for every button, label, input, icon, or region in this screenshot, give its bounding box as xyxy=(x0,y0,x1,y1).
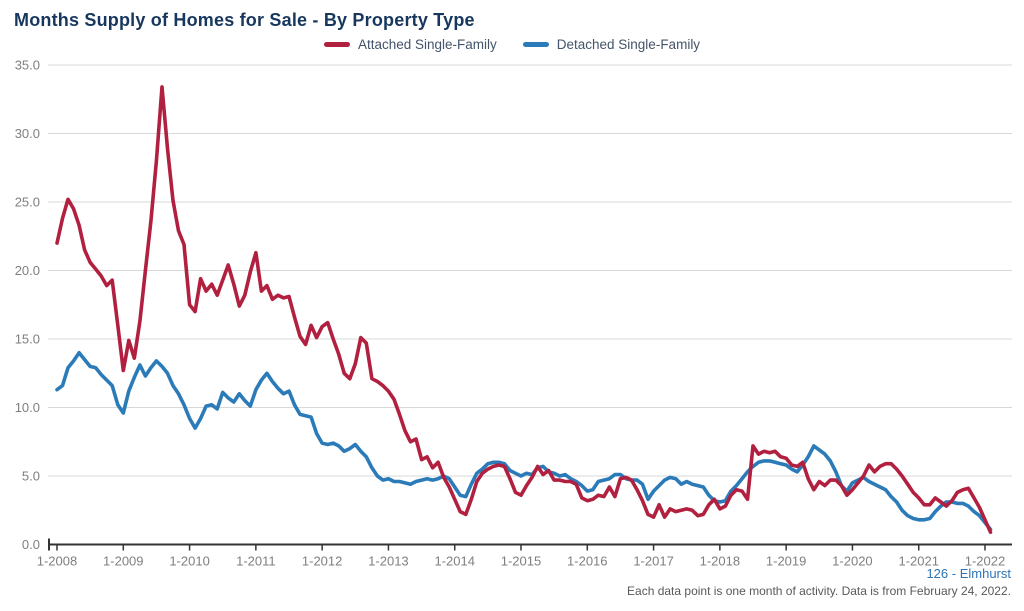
legend-swatch-icon xyxy=(522,42,549,47)
x-axis-label: 1-2008 xyxy=(37,554,77,569)
x-axis-label: 1-2015 xyxy=(501,554,541,569)
x-axis-label: 1-2010 xyxy=(169,554,209,569)
data-note: Each data point is one month of activity… xyxy=(627,584,1011,598)
legend-item-attached-single-family[interactable]: Attached Single-Family xyxy=(323,37,497,52)
legend-label: Attached Single-Family xyxy=(357,37,497,52)
legend-label: Detached Single-Family xyxy=(556,37,701,52)
x-axis-label: 1-2019 xyxy=(766,554,806,569)
x-axis-label: 1-2014 xyxy=(434,554,474,569)
y-axis-label: 0.0 xyxy=(22,537,40,552)
y-axis-label: 20.0 xyxy=(15,263,40,278)
x-axis-label: 1-2016 xyxy=(567,554,607,569)
y-axis-label: 5.0 xyxy=(22,469,40,484)
x-axis-label: 1-2013 xyxy=(368,554,408,569)
x-axis-label: 1-2018 xyxy=(700,554,740,569)
series-line-attached-single-family xyxy=(55,85,993,535)
x-axis-label: 1-2021 xyxy=(898,554,938,569)
y-axis-label: 10.0 xyxy=(15,400,40,415)
x-axis-label: 1-2022 xyxy=(965,554,1005,569)
x-axis-label: 1-2012 xyxy=(302,554,342,569)
x-axis-label: 1-2017 xyxy=(633,554,673,569)
legend-item-detached-single-family[interactable]: Detached Single-Family xyxy=(522,37,701,52)
page-title: Months Supply of Homes for Sale - By Pro… xyxy=(14,10,475,30)
series-line-detached-single-family xyxy=(55,350,993,532)
y-axis-label: 35.0 xyxy=(15,58,40,73)
x-axis-label: 1-2009 xyxy=(103,554,143,569)
legend-swatch-icon xyxy=(323,42,350,47)
report-area-label: 126 - Elmhurst xyxy=(926,566,1011,581)
x-axis-label: 1-2020 xyxy=(832,554,872,569)
chart-legend: Attached Single-Family Detached Single-Fa… xyxy=(0,37,1024,52)
y-axis-label: 15.0 xyxy=(15,332,40,347)
y-axis-label: 30.0 xyxy=(15,126,40,141)
chart-footer: 126 - Elmhurst Each data point is one mo… xyxy=(627,566,1011,598)
x-axis-label: 1-2011 xyxy=(236,554,276,569)
y-axis-label: 25.0 xyxy=(15,195,40,210)
